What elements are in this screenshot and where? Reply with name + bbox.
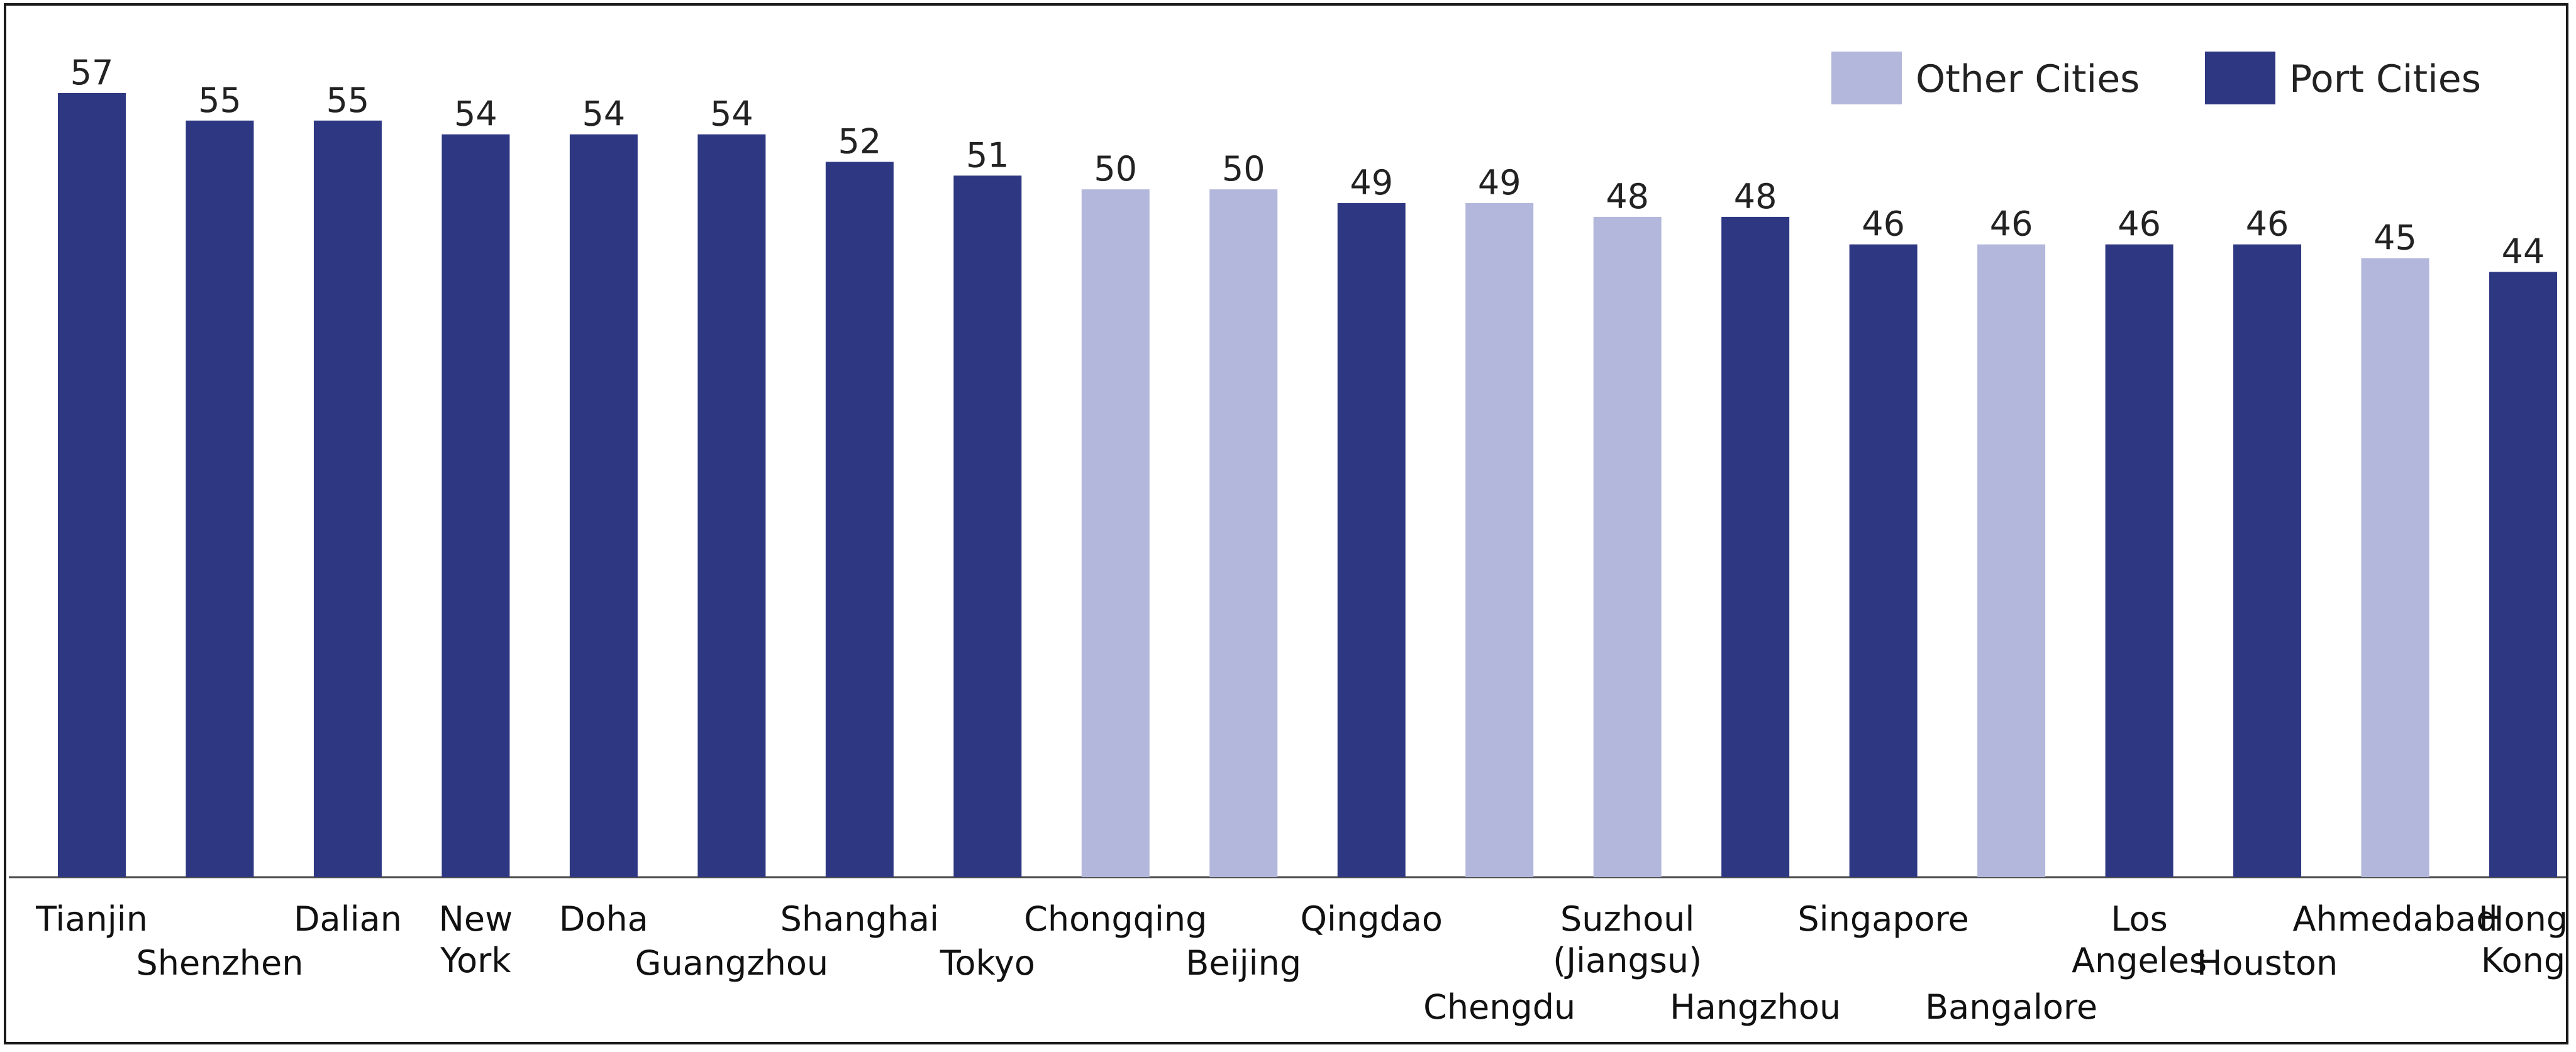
data-label: 54 [454, 94, 497, 134]
data-label: 46 [1862, 204, 1905, 244]
x-tick-label: New York [439, 899, 513, 980]
x-tick-label: Chengdu [1423, 987, 1575, 1027]
bar [953, 175, 1022, 877]
x-tick-label: Beijing [1185, 943, 1301, 983]
data-label: 55 [326, 80, 370, 120]
bar [1337, 203, 1406, 877]
x-tick-label: Guangzhou [635, 943, 829, 983]
x-tick-label: Hong Kong [2479, 899, 2568, 980]
data-label: 50 [1222, 149, 1265, 189]
bar [441, 134, 510, 877]
data-label: 46 [2118, 204, 2161, 244]
data-label: 54 [710, 94, 753, 134]
x-tick-label: Singapore [1797, 899, 1968, 939]
bar [569, 134, 638, 877]
bar [1465, 203, 1534, 877]
data-label: 54 [582, 94, 626, 134]
data-label: 48 [1606, 177, 1649, 216]
bar [58, 93, 126, 877]
bar [2105, 244, 2174, 877]
bar [1081, 189, 1150, 877]
x-tick-label: Chongqing [1024, 899, 1207, 939]
x-tick-label: Tianjin [35, 899, 148, 939]
legend-label: Other Cities [1916, 57, 2140, 101]
data-label: 49 [1478, 163, 1521, 202]
x-tick-label: Hangzhou [1670, 987, 1841, 1027]
bar [1209, 189, 1278, 877]
data-label: 45 [2373, 218, 2417, 258]
data-label: 50 [1094, 149, 1137, 189]
data-label: 46 [1990, 204, 2033, 244]
x-tick-label: Shanghai [780, 899, 939, 939]
data-label: 51 [966, 135, 1009, 175]
data-label: 46 [2246, 204, 2289, 244]
data-label: 49 [1350, 163, 1393, 202]
x-tick-label: Tokyo [940, 943, 1035, 983]
legend-swatch [2205, 52, 2275, 104]
bar [186, 120, 254, 877]
bar [1721, 216, 1790, 877]
bar [2489, 272, 2557, 877]
x-tick-label: Doha [559, 899, 648, 939]
x-tick-label: Ahmedabad [2293, 899, 2498, 939]
x-tick-label: Qingdao [1301, 899, 1443, 939]
x-tick-label: Houston [2197, 943, 2338, 983]
bar [2233, 244, 2302, 877]
bar [1977, 244, 2046, 877]
legend-swatch [1831, 52, 1902, 104]
data-label: 44 [2502, 231, 2545, 271]
x-tick-label: Shenzhen [136, 943, 303, 983]
x-tick-label: Dalian [294, 899, 402, 939]
bar [2361, 258, 2429, 877]
bar [1849, 244, 1918, 877]
data-label: 55 [198, 80, 242, 120]
x-tick-label: Los Angeles [2072, 899, 2207, 980]
bar [1593, 216, 1662, 877]
legend-label: Port Cities [2289, 57, 2481, 101]
data-label: 57 [70, 53, 114, 92]
x-tick-label: Suzhoul (Jiangsu) [1553, 899, 1702, 980]
bar [825, 162, 894, 877]
data-label: 48 [1734, 177, 1777, 216]
data-label: 52 [838, 121, 881, 161]
bar [313, 120, 382, 877]
bar [697, 134, 766, 877]
x-tick-label: Bangalore [1925, 987, 2097, 1027]
